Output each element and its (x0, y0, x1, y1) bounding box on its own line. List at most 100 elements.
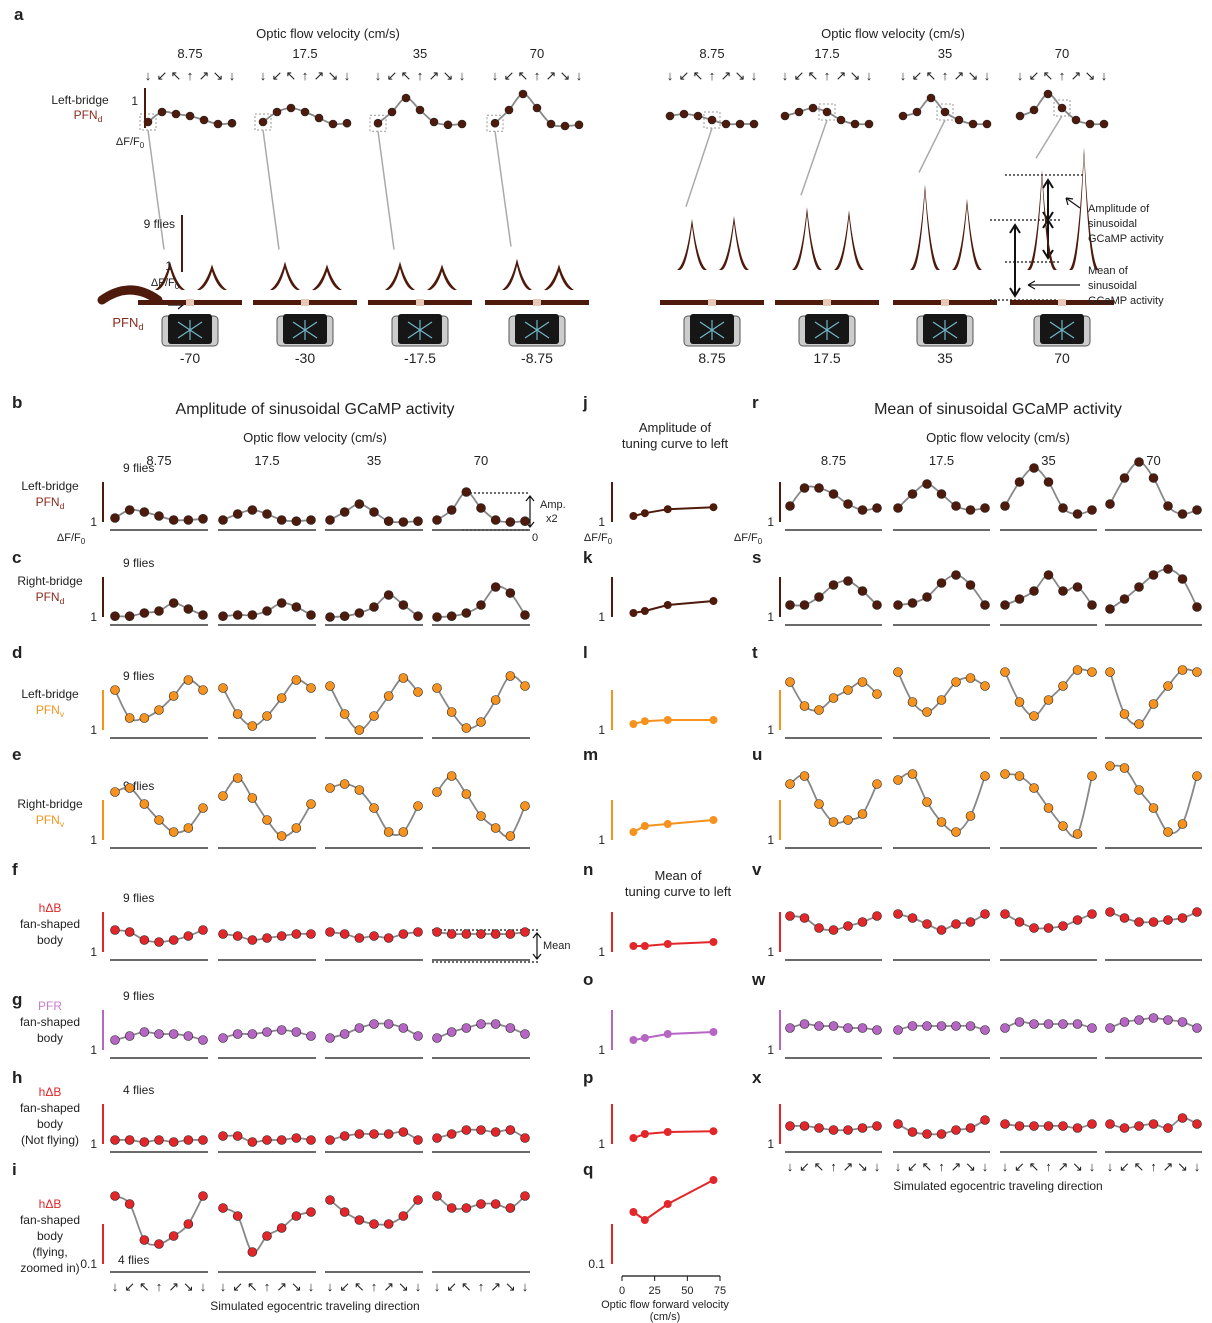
row-label: hΔB (39, 1197, 62, 1211)
data-point (1044, 924, 1053, 933)
link-arrow (495, 131, 511, 246)
data-point (172, 110, 180, 118)
panel-letter: u (752, 745, 762, 764)
scale-label: 0.1 (588, 1257, 605, 1271)
direction-arrow: ↖ (1029, 1159, 1040, 1174)
data-point (140, 1138, 149, 1147)
annotation: Amplitude of (1088, 203, 1150, 215)
data-point (786, 1122, 795, 1131)
data-point (969, 120, 977, 128)
data-point (873, 912, 882, 921)
data-point (629, 720, 637, 728)
data-point (547, 120, 555, 128)
data-point (1044, 478, 1053, 487)
velocity-label: 8.75 (177, 46, 202, 61)
data-point (629, 942, 637, 950)
data-point (111, 1192, 120, 1201)
label-main: ΔF/F (57, 532, 81, 544)
direction-arrow: ↙ (504, 68, 515, 83)
panel-letter: p (583, 1068, 593, 1087)
data-point (384, 1020, 393, 1029)
direction-arrow: ↖ (814, 1159, 825, 1174)
data-point (923, 708, 932, 717)
data-point (140, 800, 149, 809)
data-point (664, 940, 672, 948)
data-point (458, 120, 466, 128)
scale-label: 1 (598, 723, 605, 737)
data-point (952, 828, 961, 837)
data-point (1120, 914, 1129, 923)
data-point (248, 1248, 257, 1257)
direction-arrow: ↓ (112, 1279, 119, 1294)
data-point (1149, 918, 1158, 927)
stimulus-label: -30 (295, 350, 315, 366)
velocity-label: 70 (530, 46, 544, 61)
x-axis-title: (cm/s) (650, 1311, 681, 1323)
data-point (829, 581, 838, 590)
data-point (155, 1136, 164, 1145)
scale-label: 1 (90, 610, 97, 624)
data-point (666, 112, 674, 120)
data-point (414, 802, 423, 811)
data-point (815, 484, 824, 493)
data-point (140, 508, 149, 517)
data-point (966, 918, 975, 927)
data-point (1193, 1024, 1202, 1033)
data-point (1178, 666, 1187, 675)
data-point (829, 926, 838, 935)
data-point (800, 601, 809, 610)
direction-arrow: ↖ (286, 68, 297, 83)
panel-letter: e (12, 745, 21, 764)
panel-title: Amplitude of (639, 420, 712, 435)
panel-letter: v (752, 860, 762, 879)
data-point (158, 108, 166, 116)
direction-arrow: ↙ (232, 1279, 243, 1294)
data-point (858, 918, 867, 927)
data-point (292, 603, 301, 612)
data-point (370, 1220, 379, 1229)
velocity-label: 35 (938, 46, 952, 61)
data-point (952, 502, 961, 511)
direction-arrow: ↓ (492, 68, 499, 83)
data-point (506, 672, 515, 681)
direction-arrow: ↓ (1089, 1159, 1096, 1174)
label-sub: v (60, 819, 65, 829)
data-point (155, 1030, 164, 1039)
label-main: PFN (74, 108, 98, 122)
data-point (1088, 601, 1097, 610)
data-point (277, 1224, 286, 1233)
data-point (1030, 106, 1038, 114)
data-point (786, 601, 795, 610)
data-point (664, 1128, 672, 1136)
data-point (709, 1127, 717, 1135)
data-point (273, 108, 281, 116)
data-point (292, 824, 301, 833)
data-point (1178, 575, 1187, 584)
data-point (462, 790, 471, 799)
data-point (219, 930, 228, 939)
flies-label: 9 flies (123, 461, 154, 475)
data-point (462, 1126, 471, 1135)
data-point (908, 599, 917, 608)
data-point (858, 1124, 867, 1133)
data-point (462, 609, 471, 618)
panel-letter: s (752, 548, 761, 567)
data-point (219, 792, 228, 801)
data-point (263, 1232, 272, 1241)
label-main: ΔF/F (734, 532, 758, 544)
data-point (292, 676, 301, 685)
data-point (800, 772, 809, 781)
data-point (199, 1136, 208, 1145)
data-point (140, 1236, 149, 1245)
direction-arrow: ↓ (260, 68, 267, 83)
direction-arrow: ↑ (478, 1279, 485, 1294)
fit-curve (1005, 468, 1092, 514)
data-point (786, 780, 795, 789)
data-point (781, 112, 789, 120)
panel-letter: i (12, 1160, 17, 1179)
data-point (1015, 698, 1024, 707)
data-point (937, 696, 946, 705)
data-point (462, 724, 471, 733)
row-label: fan-shaped (20, 917, 80, 931)
data-point (233, 1132, 242, 1141)
